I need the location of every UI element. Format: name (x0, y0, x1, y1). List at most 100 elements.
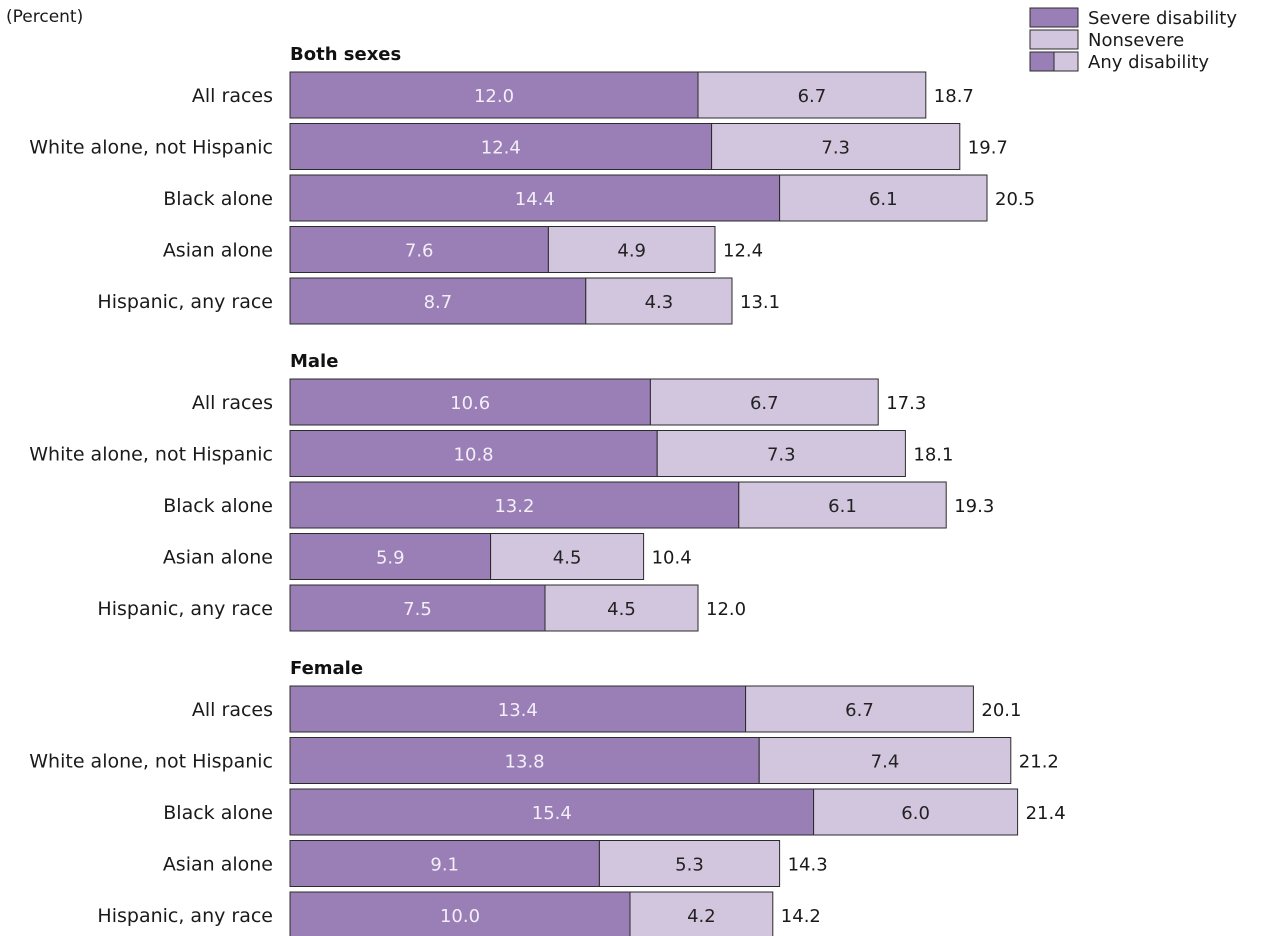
category-label: Black alone (163, 802, 273, 824)
value-label-total: 20.5 (995, 189, 1035, 210)
value-label-severe: 9.1 (430, 855, 459, 876)
legend-item-both: Any disability (1029, 51, 1209, 73)
group-2: Female All races 13.4 6.7 20.1 White alone, n… (29, 658, 1066, 936)
bar-nonsevere (779, 174, 988, 222)
legend-item-nonsevere: Nonsevere (1029, 29, 1184, 51)
value-label-total: 17.3 (886, 393, 926, 414)
legend-swatch-nonsevere (1029, 29, 1079, 50)
category-label: Black alone (163, 188, 273, 210)
value-label-total: 10.4 (652, 548, 692, 569)
bar-severe (289, 737, 760, 784)
bar-severe (289, 123, 713, 170)
category-label: All races (192, 85, 273, 107)
legend-swatch-both-nonsevere (1053, 51, 1079, 72)
bar-nonsevere (547, 226, 716, 273)
value-label-severe: 12.0 (474, 86, 514, 107)
category-label: Black alone (163, 495, 273, 517)
bar-row: White alone, not Hispanic 12.4 7.3 19.7 (29, 123, 1008, 170)
value-label-nonsevere: 6.7 (845, 700, 874, 721)
bar-severe (289, 533, 492, 580)
bar-severe (289, 277, 587, 325)
bar-severe (289, 788, 815, 836)
bar-severe (289, 430, 658, 477)
value-label-severe: 10.6 (450, 393, 490, 414)
value-label-nonsevere: 5.3 (675, 855, 704, 876)
group-title: Female (290, 658, 363, 679)
legend-label-nonsevere: Nonsevere (1088, 30, 1184, 51)
value-label-nonsevere: 4.5 (607, 599, 636, 620)
category-label: Hispanic, any race (97, 291, 273, 313)
value-label-nonsevere: 7.4 (871, 752, 900, 773)
bar-severe (289, 584, 546, 632)
value-label-total: 14.2 (781, 906, 821, 927)
bar-nonsevere (656, 430, 906, 477)
bar-groups: Both sexes All races 12.0 6.7 18.7 White alon… (29, 44, 1066, 936)
value-label-total: 14.3 (788, 855, 828, 876)
value-label-severe: 7.6 (405, 241, 434, 262)
bar-severe (289, 71, 699, 119)
value-label-severe: 13.8 (505, 752, 545, 773)
value-label-total: 18.1 (913, 445, 953, 466)
value-label-nonsevere: 6.1 (828, 496, 857, 517)
bar-severe (289, 685, 747, 733)
value-label-severe: 8.7 (424, 292, 453, 313)
value-label-nonsevere: 6.0 (901, 803, 930, 824)
bar-row: Hispanic, any race 7.5 4.5 12.0 (97, 584, 746, 632)
bar-row: White alone, not Hispanic 13.8 7.4 21.2 (29, 737, 1059, 784)
category-label: All races (192, 392, 273, 414)
category-label: White alone, not Hispanic (29, 137, 273, 159)
value-label-nonsevere: 7.3 (767, 445, 796, 466)
bar-severe (289, 891, 631, 936)
value-label-severe: 15.4 (532, 803, 572, 824)
value-label-nonsevere: 7.3 (821, 138, 850, 159)
bar-nonsevere (813, 788, 1019, 836)
bar-severe (289, 174, 781, 222)
category-label: Asian alone (163, 547, 273, 569)
category-label: All races (192, 699, 273, 721)
value-label-total: 12.4 (723, 241, 763, 262)
value-label-severe: 13.2 (494, 496, 534, 517)
bar-row: Black alone 14.4 6.1 20.5 (163, 174, 1035, 222)
bar-nonsevere (711, 123, 961, 170)
bar-row: Asian alone 7.6 4.9 12.4 (163, 226, 763, 273)
bar-nonsevere (697, 71, 927, 119)
value-label-total: 19.3 (954, 496, 994, 517)
category-label: Asian alone (163, 854, 273, 876)
value-label-severe: 12.4 (481, 138, 521, 159)
value-label-total: 18.7 (934, 86, 974, 107)
legend-swatch-severe (1029, 7, 1079, 28)
bar-row: Hispanic, any race 8.7 4.3 13.1 (97, 277, 780, 325)
value-label-nonsevere: 4.3 (645, 292, 674, 313)
value-label-total: 12.0 (706, 599, 746, 620)
bar-nonsevere (738, 481, 947, 529)
bar-row: All races 10.6 6.7 17.3 (192, 378, 926, 426)
bar-nonsevere (490, 533, 645, 580)
bar-row: Asian alone 5.9 4.5 10.4 (163, 533, 692, 580)
value-label-total: 20.1 (981, 700, 1021, 721)
bar-nonsevere (598, 840, 781, 887)
legend-swatch-both-severe (1029, 51, 1055, 72)
category-label: Asian alone (163, 240, 273, 262)
value-label-severe: 5.9 (376, 548, 405, 569)
legend-item-severe: Severe disability (1029, 7, 1237, 29)
bar-row: Black alone 13.2 6.1 19.3 (163, 481, 994, 529)
value-label-nonsevere: 4.9 (617, 241, 646, 262)
bar-row: All races 13.4 6.7 20.1 (192, 685, 1021, 733)
value-label-nonsevere: 6.1 (869, 189, 898, 210)
bar-row: Asian alone 9.1 5.3 14.3 (163, 840, 828, 887)
bar-row: Hispanic, any race 10.0 4.2 14.2 (97, 891, 821, 936)
bar-severe (289, 840, 600, 887)
category-label: White alone, not Hispanic (29, 751, 273, 773)
bar-nonsevere (758, 737, 1012, 784)
category-label: Hispanic, any race (97, 905, 273, 927)
bar-nonsevere (649, 378, 879, 426)
value-label-severe: 13.4 (498, 700, 538, 721)
unit-label: (Percent) (6, 7, 83, 27)
value-label-total: 13.1 (740, 292, 780, 313)
bar-severe (289, 226, 549, 273)
bar-row: Black alone 15.4 6.0 21.4 (163, 788, 1066, 836)
value-label-nonsevere: 6.7 (798, 86, 827, 107)
bar-nonsevere (745, 685, 974, 733)
